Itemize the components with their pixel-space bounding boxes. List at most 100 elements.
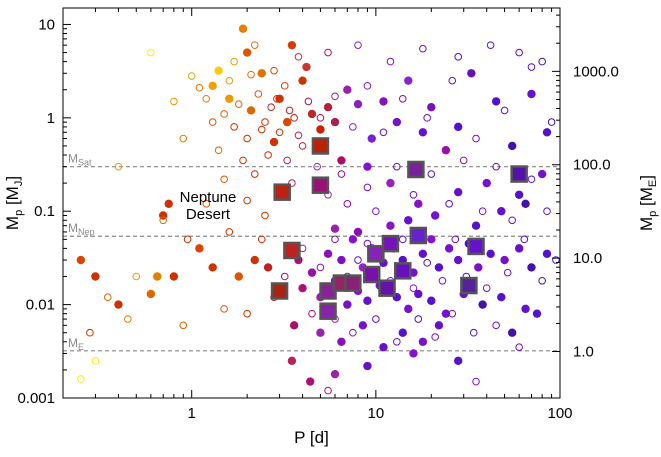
planet-point-open (261, 211, 269, 220)
planet-point-open (147, 48, 155, 57)
planet-point (521, 304, 530, 314)
annotation-desert: Desert (186, 206, 231, 223)
planet-point-open (445, 200, 453, 208)
planet-point (379, 342, 388, 352)
x-tick-label: 100 (547, 405, 572, 422)
planet-point (430, 211, 440, 220)
planet-point (169, 272, 179, 281)
highlighted-planet (378, 279, 396, 297)
planet-point-open (478, 207, 487, 216)
planet-point (242, 48, 252, 57)
planet-point-open (304, 97, 313, 106)
planet-point-open (515, 343, 523, 351)
planet-point (153, 272, 162, 281)
planet-point (323, 102, 333, 112)
planet-point (330, 369, 340, 379)
planet-point-open (472, 377, 480, 386)
highlighted-planet (367, 245, 385, 263)
planet-point-open (86, 328, 94, 337)
planet-point-open (398, 235, 407, 244)
planet-point-open (270, 66, 278, 75)
planet-point (418, 337, 428, 346)
planet-point (363, 162, 372, 171)
planet-point-open (343, 200, 352, 208)
planet-point (250, 255, 259, 265)
planet-point (214, 66, 223, 75)
planet-point-open (202, 94, 211, 103)
planet-point (404, 304, 413, 314)
planet-point (392, 117, 402, 127)
planet-point-open (290, 114, 298, 122)
planet-point-open (372, 207, 380, 216)
planet-point (527, 89, 536, 99)
planet-point-open (508, 216, 516, 225)
planet-point (537, 169, 547, 179)
y-axis-title-left: Mp [MJ] (3, 176, 25, 230)
axis-labels: MSat MNep ME 1 10 100 0.001 0.01 0.1 1 10 1.0 10.0 10… (3, 16, 659, 447)
planet-point (453, 187, 463, 197)
planet-point (418, 249, 428, 259)
y-tick-label: 10 (38, 16, 55, 33)
planet-point-open (225, 228, 234, 236)
planet-point-open (538, 276, 546, 285)
planet-point-open (243, 196, 251, 205)
axis-ticks (62, 8, 561, 399)
planet-point-open (451, 235, 460, 244)
highlighted-planet (510, 165, 528, 183)
highlighted-planet (409, 226, 428, 245)
planet-point (521, 199, 530, 209)
planet-point (289, 321, 299, 330)
planet-point (482, 178, 491, 188)
planet-point-open (337, 170, 346, 178)
reference-label: MNep (68, 221, 95, 237)
planet-point-open (275, 128, 284, 137)
y-tick-label: 0.001 (17, 390, 55, 407)
planet-point (234, 272, 243, 281)
highlighted-planet (363, 265, 381, 284)
planet-point-open (243, 134, 251, 143)
planet-point-open (230, 123, 238, 131)
x-axis-title: P [d] (294, 428, 329, 447)
planet-point (353, 227, 363, 237)
highlighted-planet (311, 137, 330, 155)
reference-label: ME (68, 336, 84, 352)
planet-point-open (170, 97, 178, 106)
planet-point-open (132, 272, 141, 281)
planet-point (491, 97, 501, 106)
planet-point (323, 249, 333, 259)
planet-point (225, 94, 234, 103)
planet-point (474, 263, 483, 272)
planet-point (195, 244, 204, 253)
highlighted-planet (273, 183, 291, 201)
planet-point-open (294, 53, 303, 61)
planet-point-open (308, 309, 316, 318)
planet-point-open (459, 156, 468, 165)
planet-point-open (454, 53, 462, 61)
planet-point-open (431, 333, 439, 341)
planet-point-open (220, 175, 228, 184)
planet-point-open (220, 305, 228, 313)
planet-point (434, 263, 444, 272)
planet-point (287, 356, 297, 366)
planet-point (208, 81, 217, 91)
planet-point (471, 221, 481, 230)
planet-point (507, 141, 517, 151)
highlighted-planet (344, 274, 362, 292)
planet-point (427, 235, 436, 244)
planet-point-open (527, 63, 536, 71)
planet-point (404, 216, 413, 225)
planet-point (238, 24, 248, 33)
planet-point (453, 356, 463, 366)
planet-point-open (349, 328, 357, 337)
planet-point-open (393, 162, 401, 171)
planet-point (305, 377, 315, 386)
y-tick-label: 0.01 (26, 297, 55, 314)
planet-point-open (372, 315, 380, 323)
planet-point (434, 321, 444, 330)
planet-point (298, 283, 307, 293)
planet-point-open (398, 94, 407, 103)
planet-point-open (427, 170, 436, 178)
highlighted-planet (381, 234, 400, 253)
planet-point-open (220, 110, 228, 118)
